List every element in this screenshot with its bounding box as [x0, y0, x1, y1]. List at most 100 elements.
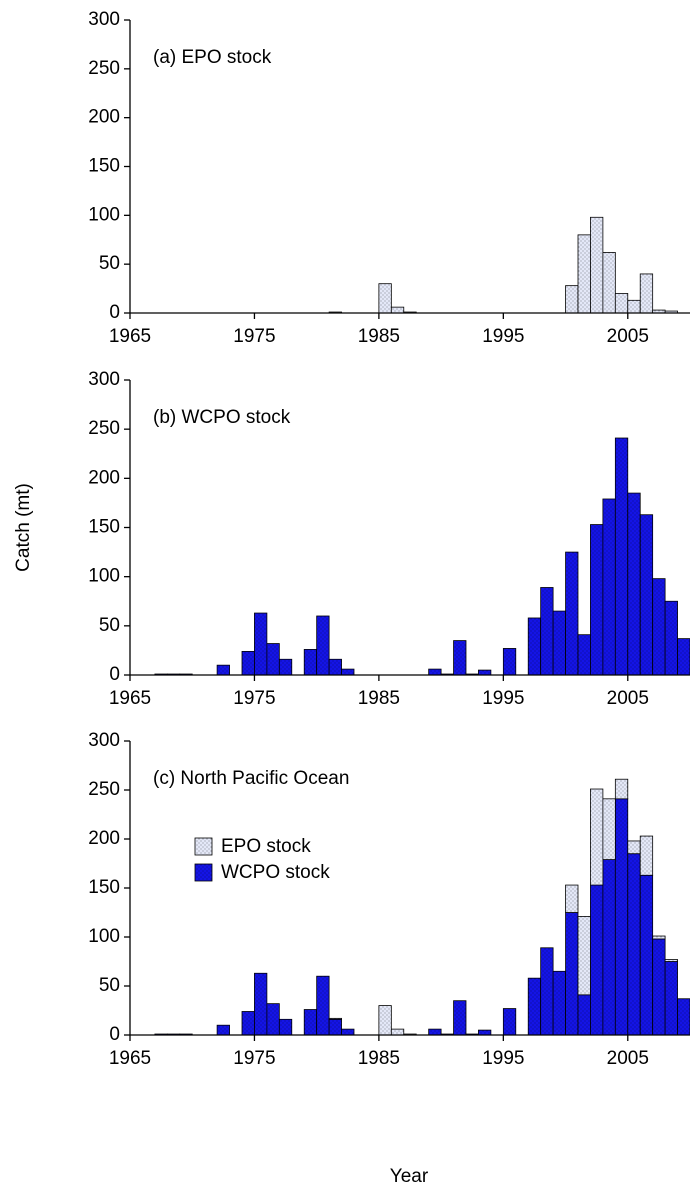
bar [527, 977, 542, 1036]
y-tick-label: 50 [99, 975, 120, 996]
y-tick-label: 50 [99, 615, 120, 636]
x-axis-label: Year [390, 1166, 429, 1187]
bar [341, 1028, 355, 1036]
bar [664, 961, 678, 1036]
bar [639, 514, 654, 676]
y-tick-label: 300 [88, 730, 120, 751]
panel: 0 50 100 150 200 250 300 1965 1975 1985 1995 2005 (c… [88, 730, 690, 1187]
y-tick-label: 250 [88, 58, 120, 79]
x-tick-label: 1985 [358, 688, 400, 709]
y-tick-label: 100 [88, 926, 120, 947]
bar [478, 669, 492, 676]
x-tick-label: 2005 [607, 1048, 649, 1069]
legend-swatch [194, 863, 213, 882]
y-tick-label: 100 [88, 566, 120, 587]
y-tick-label: 50 [99, 253, 120, 274]
bar [602, 252, 616, 314]
bar [590, 216, 604, 314]
y-tick-label: 150 [88, 156, 120, 177]
legend-label: EPO stock [221, 836, 311, 857]
bar [602, 798, 616, 860]
y-tick-label: 100 [88, 204, 120, 225]
bar [453, 1000, 467, 1036]
bar [390, 306, 405, 314]
y-tick-label: 300 [88, 9, 120, 30]
x-tick-label: 2005 [607, 688, 649, 709]
bar [590, 884, 604, 1036]
bar [328, 658, 342, 676]
bar [639, 273, 654, 314]
bar [627, 840, 641, 855]
bar [614, 437, 629, 676]
bar [502, 1008, 517, 1036]
y-tick-label: 250 [88, 779, 120, 800]
bar [677, 998, 690, 1036]
panel-title: (a) EPO stock [153, 47, 272, 68]
bar [602, 498, 616, 676]
bar [565, 884, 579, 913]
legend-swatch [194, 837, 213, 856]
x-tick-label: 1985 [358, 326, 400, 347]
bar [602, 859, 616, 1036]
bar [428, 668, 442, 676]
bar [303, 649, 318, 676]
bar [627, 299, 641, 314]
x-tick-label: 1985 [358, 1048, 400, 1069]
bar [341, 668, 355, 676]
bar [502, 648, 517, 676]
bar [241, 651, 255, 676]
bar [590, 788, 604, 886]
bar [216, 1024, 230, 1036]
x-tick-label: 1995 [482, 688, 524, 709]
bar [428, 1028, 442, 1036]
bar [639, 835, 654, 876]
y-tick-label: 0 [109, 302, 120, 323]
bar [652, 935, 666, 940]
y-axis-label: Catch (mt) [13, 483, 34, 572]
bar [278, 1018, 293, 1036]
x-tick-label: 1995 [482, 1048, 524, 1069]
bar [577, 916, 591, 996]
y-tick-label: 250 [88, 418, 120, 439]
bar [639, 874, 654, 1036]
bar [614, 293, 629, 314]
panel: 0 50 100 150 200 250 300 1965 1975 1985 1995 2005 (a… [88, 9, 690, 347]
y-tick-label: 200 [88, 107, 120, 128]
bar [540, 947, 554, 1036]
bar [241, 1011, 255, 1036]
x-tick-label: 1965 [109, 1048, 151, 1069]
bar [378, 283, 392, 314]
bar [614, 778, 629, 800]
y-tick-label: 200 [88, 467, 120, 488]
bar [627, 492, 641, 676]
bar [552, 970, 566, 1036]
panel-title: (b) WCPO stock [153, 407, 291, 428]
x-tick-label: 1965 [109, 688, 151, 709]
y-tick-label: 0 [109, 664, 120, 685]
bar [254, 612, 268, 676]
bar [303, 1009, 318, 1036]
bar [577, 634, 591, 676]
bar [614, 798, 629, 1036]
bar [316, 615, 330, 676]
bar [565, 551, 579, 676]
bar [216, 664, 230, 676]
bar [478, 1029, 492, 1036]
legend-label: WCPO stock [221, 862, 330, 883]
bar [328, 1017, 342, 1020]
bar [266, 643, 280, 676]
x-tick-label: 1965 [109, 326, 151, 347]
bar [652, 938, 666, 1036]
y-tick-label: 200 [88, 828, 120, 849]
bar [664, 959, 678, 962]
bar [565, 912, 579, 1036]
bar [677, 638, 690, 676]
x-tick-label: 1995 [482, 326, 524, 347]
bar [453, 640, 467, 676]
panel: 0 50 100 150 200 250 300 1965 1975 1985 1995 2005 (b… [13, 369, 690, 709]
y-tick-label: 150 [88, 877, 120, 898]
bar [328, 1018, 342, 1036]
bar [316, 975, 330, 1036]
x-tick-label: 2005 [607, 326, 649, 347]
